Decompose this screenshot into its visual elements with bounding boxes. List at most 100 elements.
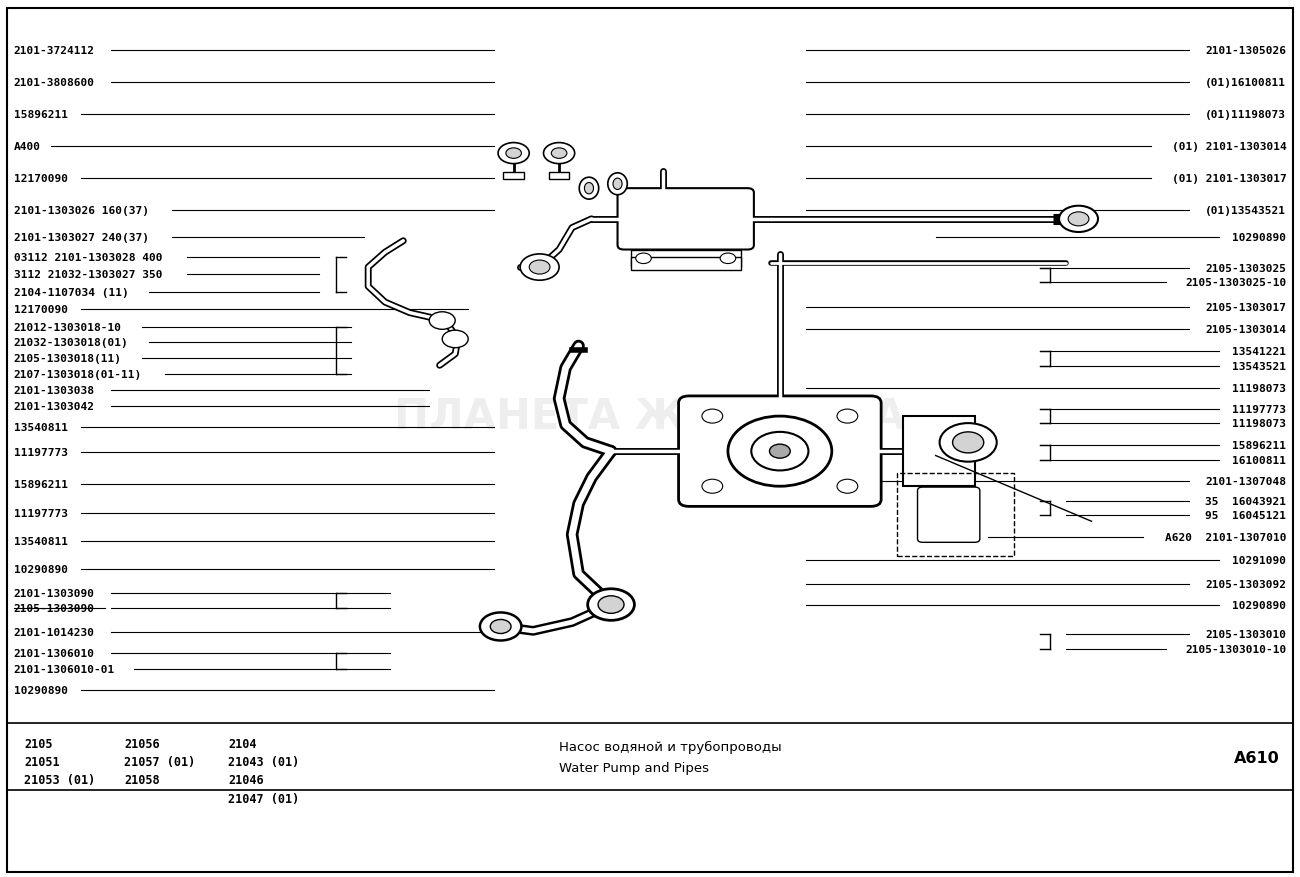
Text: 13541221: 13541221 [1232, 346, 1286, 357]
Text: 13540811: 13540811 [14, 537, 68, 547]
Text: 2105-1303092: 2105-1303092 [1205, 579, 1286, 588]
Text: 15896211: 15896211 [1232, 440, 1286, 451]
FancyBboxPatch shape [503, 173, 524, 180]
Text: 11198073: 11198073 [1232, 383, 1286, 394]
Text: 95  16045121: 95 16045121 [1205, 510, 1286, 521]
Text: 21053 (01): 21053 (01) [25, 774, 95, 787]
Text: 2107-1303018(01-11): 2107-1303018(01-11) [14, 369, 142, 380]
Text: 11197773: 11197773 [1232, 404, 1286, 415]
Text: (01)11198073: (01)11198073 [1205, 110, 1286, 119]
Ellipse shape [614, 179, 623, 190]
Text: 10290890: 10290890 [1232, 233, 1286, 243]
Text: 2105-1303025-10: 2105-1303025-10 [1186, 278, 1286, 288]
Circle shape [529, 260, 550, 275]
Circle shape [702, 410, 723, 424]
Text: Water Pump and Pipes: Water Pump and Pipes [559, 761, 708, 774]
Text: 10290890: 10290890 [1232, 600, 1286, 610]
Text: Насос водяной и трубопроводы: Насос водяной и трубопроводы [559, 740, 781, 753]
Text: 2104: 2104 [227, 737, 256, 750]
Text: 2105-1303090: 2105-1303090 [14, 603, 95, 613]
FancyBboxPatch shape [630, 257, 741, 270]
Ellipse shape [580, 178, 599, 200]
Circle shape [837, 480, 858, 494]
Text: 11197773: 11197773 [14, 508, 68, 518]
Circle shape [543, 144, 575, 164]
Text: (01) 2101-1303014: (01) 2101-1303014 [1171, 141, 1286, 152]
Text: 10291090: 10291090 [1232, 555, 1286, 565]
Text: (01)16100811: (01)16100811 [1205, 77, 1286, 88]
Circle shape [1069, 212, 1089, 226]
Circle shape [1060, 206, 1098, 232]
Circle shape [837, 410, 858, 424]
Text: 2105-1303018(11): 2105-1303018(11) [14, 353, 122, 364]
Circle shape [720, 253, 736, 264]
Text: 21046: 21046 [227, 774, 264, 787]
Text: A620  2101-1307010: A620 2101-1307010 [1165, 532, 1286, 543]
Ellipse shape [608, 174, 628, 196]
Text: 21032-1303018(01): 21032-1303018(01) [14, 338, 129, 348]
Text: 2105-1303010: 2105-1303010 [1205, 630, 1286, 639]
Circle shape [702, 480, 723, 494]
FancyBboxPatch shape [618, 189, 754, 250]
Circle shape [588, 589, 634, 621]
Text: 2105-1303017: 2105-1303017 [1205, 303, 1286, 313]
Text: 10290890: 10290890 [14, 685, 68, 695]
Circle shape [953, 432, 984, 453]
Text: 2101-3724112: 2101-3724112 [14, 46, 95, 55]
Text: 21058: 21058 [124, 774, 160, 787]
Text: 13543521: 13543521 [1232, 361, 1286, 372]
Circle shape [490, 620, 511, 634]
Text: 21047 (01): 21047 (01) [227, 792, 299, 805]
Text: 21057 (01): 21057 (01) [124, 755, 195, 768]
Text: A610: A610 [1234, 750, 1279, 765]
Text: 2101-1014230: 2101-1014230 [14, 627, 95, 637]
Text: 2101-1303038: 2101-1303038 [14, 386, 95, 396]
Text: A400: A400 [14, 141, 40, 152]
Circle shape [728, 417, 832, 487]
Text: 12170090: 12170090 [14, 305, 68, 315]
Text: 2101-3808600: 2101-3808600 [14, 77, 95, 88]
Text: 21051: 21051 [25, 755, 60, 768]
Text: 10290890: 10290890 [14, 565, 68, 574]
Circle shape [429, 312, 455, 330]
Text: 2101-1303026 160(37): 2101-1303026 160(37) [14, 205, 148, 216]
Text: 2105-1303025: 2105-1303025 [1205, 264, 1286, 274]
Text: (01)13543521: (01)13543521 [1205, 205, 1286, 216]
Ellipse shape [585, 183, 594, 195]
Circle shape [480, 613, 521, 641]
Circle shape [506, 149, 521, 160]
Text: 2105-1303014: 2105-1303014 [1205, 325, 1286, 335]
Text: (01) 2101-1303017: (01) 2101-1303017 [1171, 174, 1286, 183]
Text: 2101-1303090: 2101-1303090 [14, 588, 95, 598]
Text: 2105: 2105 [25, 737, 52, 750]
Text: 2104-1107034 (11): 2104-1107034 (11) [14, 288, 129, 297]
Text: 15896211: 15896211 [14, 479, 68, 489]
Text: 2101-1305026: 2101-1305026 [1205, 46, 1286, 55]
Text: 35  16043921: 35 16043921 [1205, 496, 1286, 507]
Text: 21056: 21056 [124, 737, 160, 750]
Text: ПЛАНЕТА ЖЕЛЕЗЯКА: ПЛАНЕТА ЖЕЛЕЗЯКА [394, 396, 906, 438]
Text: 2101-1307048: 2101-1307048 [1205, 476, 1286, 487]
Circle shape [940, 424, 997, 462]
FancyBboxPatch shape [630, 250, 741, 267]
FancyBboxPatch shape [918, 488, 980, 543]
FancyBboxPatch shape [903, 417, 975, 487]
Text: 12170090: 12170090 [14, 174, 68, 183]
Circle shape [442, 331, 468, 348]
Text: 03112 2101-1303028 400: 03112 2101-1303028 400 [14, 253, 163, 262]
Circle shape [498, 144, 529, 164]
FancyBboxPatch shape [679, 396, 881, 507]
Circle shape [751, 432, 809, 471]
Text: 3112 21032-1303027 350: 3112 21032-1303027 350 [14, 270, 163, 280]
Text: 15896211: 15896211 [14, 110, 68, 119]
Text: 11197773: 11197773 [14, 447, 68, 458]
Text: 21043 (01): 21043 (01) [227, 755, 299, 768]
Circle shape [598, 596, 624, 614]
FancyBboxPatch shape [549, 173, 569, 180]
Text: 11198073: 11198073 [1232, 418, 1286, 429]
Text: 21012-1303018-10: 21012-1303018-10 [14, 323, 122, 332]
Circle shape [770, 445, 790, 459]
Text: 16100811: 16100811 [1232, 456, 1286, 466]
Text: 13540811: 13540811 [14, 423, 68, 433]
Circle shape [551, 149, 567, 160]
